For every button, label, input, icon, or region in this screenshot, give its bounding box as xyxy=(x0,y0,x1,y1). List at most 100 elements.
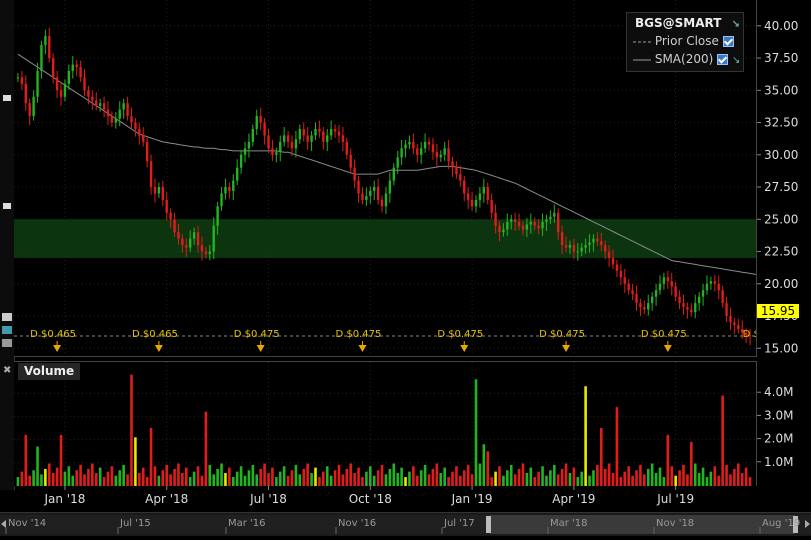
volume-bar xyxy=(400,468,403,486)
candle-body xyxy=(79,67,81,77)
prior-close-checkbox[interactable] xyxy=(723,36,734,47)
volume-bar xyxy=(729,474,732,486)
collapse-icon[interactable] xyxy=(2,313,12,321)
volume-bar xyxy=(154,466,157,486)
candle-body xyxy=(490,200,492,213)
navigator-label: Mar '18 xyxy=(550,518,588,529)
volume-bar xyxy=(357,468,360,486)
volume-bar xyxy=(130,375,133,486)
candle-body xyxy=(283,135,285,141)
volume-bar xyxy=(60,435,63,486)
candle-body xyxy=(592,239,594,243)
dividend-arrow-icon xyxy=(257,345,265,352)
volume-bar xyxy=(40,474,43,486)
y-tick-label: 20.00 xyxy=(764,277,798,291)
sma-pin-icon[interactable]: ↘ xyxy=(732,55,740,66)
volume-bar xyxy=(502,476,505,486)
dividend-label: D $0.465 xyxy=(132,329,178,340)
gutter-handles[interactable] xyxy=(0,0,14,490)
volume-close-icon[interactable]: ✖ xyxy=(3,365,11,376)
volume-chart[interactable] xyxy=(14,362,756,486)
candle-body xyxy=(232,181,234,191)
pin-icon[interactable] xyxy=(2,326,12,334)
candle-body xyxy=(729,316,731,322)
volume-bar xyxy=(733,469,736,486)
candle-body xyxy=(537,226,539,229)
volume-bar xyxy=(236,472,239,486)
volume-bar xyxy=(373,476,376,486)
candle-body xyxy=(36,71,38,97)
volume-bar xyxy=(451,472,454,486)
volume-bar xyxy=(710,472,713,486)
volume-bar xyxy=(436,464,439,486)
lock-icon[interactable] xyxy=(2,339,12,347)
candle-body xyxy=(271,148,273,154)
legend: BGS@SMART ↘ Prior Close SMA(200) ↘ xyxy=(626,12,744,72)
candle-body xyxy=(553,213,555,217)
candle-body xyxy=(115,119,117,123)
sma-swatch xyxy=(633,57,651,63)
candle-body xyxy=(209,252,211,255)
y-tick-label: 25.00 xyxy=(764,212,798,226)
candle-body xyxy=(95,101,97,106)
candle-body xyxy=(150,161,152,187)
volume-bar xyxy=(678,470,681,486)
candle-body xyxy=(365,196,367,200)
navigator-label: Jul '17 xyxy=(443,518,475,529)
dividend-label: D $0.475 xyxy=(743,329,756,340)
candle-body xyxy=(91,97,93,101)
legend-pin-icon[interactable]: ↘ xyxy=(732,19,740,30)
candle-body xyxy=(694,303,696,312)
price-axis[interactable]: 15.0017.5020.0022.5025.0027.5030.0032.50… xyxy=(757,0,811,356)
volume-bar xyxy=(686,474,689,486)
volume-bar xyxy=(75,470,78,486)
navigator-label: Nov '18 xyxy=(656,518,694,529)
volume-bar xyxy=(698,473,701,486)
candle-body xyxy=(326,135,328,141)
sma-checkbox[interactable] xyxy=(717,54,728,65)
y-tick-label: 32.50 xyxy=(764,116,798,130)
volume-bar xyxy=(490,477,493,486)
candle-body xyxy=(252,129,254,142)
candle-body xyxy=(502,230,504,233)
volume-bar xyxy=(287,476,290,486)
volume-bar xyxy=(667,435,670,486)
volume-bar xyxy=(142,468,145,486)
volume-bar xyxy=(193,472,196,486)
volume-bar xyxy=(522,464,525,486)
navigator-window xyxy=(490,515,795,534)
candle-body xyxy=(596,239,598,242)
candle-body xyxy=(25,84,27,103)
candle-body xyxy=(228,187,230,191)
volume-bar xyxy=(749,477,752,486)
y-tick-label: 27.50 xyxy=(764,180,798,194)
volume-bar xyxy=(670,466,673,486)
candle-body xyxy=(663,277,665,283)
volume-bar xyxy=(588,476,591,486)
candle-body xyxy=(181,239,183,245)
scale-handle-mid[interactable] xyxy=(3,203,11,209)
candle-body xyxy=(353,168,355,181)
candle-body xyxy=(518,222,520,226)
candle-body xyxy=(721,290,723,303)
candle-body xyxy=(725,303,727,316)
scale-handle-top[interactable] xyxy=(3,95,11,101)
candle-body xyxy=(111,116,113,122)
volume-bar xyxy=(169,474,172,486)
candle-body xyxy=(177,232,179,238)
volume-panel[interactable] xyxy=(14,361,757,486)
volume-bar xyxy=(643,474,646,486)
volume-bar xyxy=(103,477,106,486)
volume-bar xyxy=(252,465,255,486)
volume-bar xyxy=(623,472,626,486)
volume-bar xyxy=(616,407,619,486)
volume-bar xyxy=(549,470,552,486)
candle-body xyxy=(733,322,735,325)
volume-bar xyxy=(553,465,556,486)
candle-body xyxy=(483,187,485,193)
volume-bar xyxy=(299,474,302,486)
candle-body xyxy=(130,116,132,122)
